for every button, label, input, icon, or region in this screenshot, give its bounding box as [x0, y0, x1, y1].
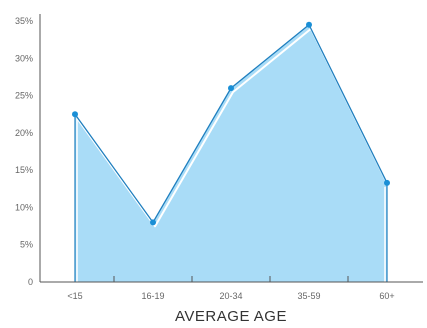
data-point	[384, 179, 390, 186]
x-tick-label: 60+	[379, 291, 394, 301]
data-point	[150, 219, 156, 226]
data-point	[72, 111, 78, 118]
y-tick-labels: 0 5% 10% 15% 20% 25% 30% 35%	[15, 16, 33, 287]
y-tick-label: 20%	[15, 128, 33, 138]
x-tick-label: 16-19	[141, 291, 164, 301]
y-tick-label: 10%	[15, 202, 33, 212]
x-tick-label: <15	[67, 291, 82, 301]
x-axis-title: AVERAGE AGE	[175, 308, 287, 325]
y-tick-label: 30%	[15, 53, 33, 63]
y-tick-label: 25%	[15, 91, 33, 101]
x-tick-labels: <15 16-19 20-34 35-59 60+	[67, 291, 394, 301]
y-tick-label: 15%	[15, 165, 33, 175]
x-tick-label: 35-59	[297, 291, 320, 301]
axes	[39, 14, 423, 283]
x-tick-label: 20-34	[219, 291, 242, 301]
y-tick-label: 35%	[15, 16, 33, 26]
data-point	[228, 85, 234, 92]
y-tick-label: 5%	[20, 240, 33, 250]
series-marks	[72, 21, 390, 226]
data-point	[306, 21, 312, 28]
area-fill	[75, 24, 387, 282]
area-layer	[74, 24, 390, 282]
y-tick-label: 0	[28, 277, 33, 287]
